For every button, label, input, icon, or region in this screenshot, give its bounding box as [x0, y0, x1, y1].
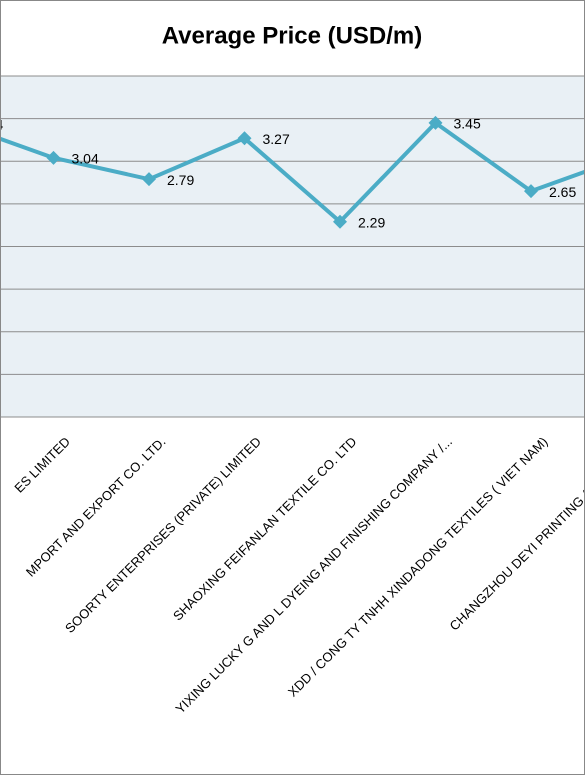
data-label: 3.44 [0, 116, 3, 132]
marker [524, 184, 538, 199]
chart-title: Average Price (USD/m) [162, 22, 423, 49]
data-label: 2.79 [167, 172, 194, 188]
data-label: 3.45 [454, 116, 481, 132]
data-label: 2.29 [358, 214, 385, 230]
marker [333, 214, 347, 229]
data-label: 3.27 [263, 131, 290, 147]
marker [237, 131, 252, 146]
line [0, 120, 585, 224]
marker [142, 172, 156, 187]
marker [46, 150, 61, 165]
data-label: 3.04 [72, 151, 99, 167]
data-label: 2.65 [549, 184, 576, 200]
marker [428, 115, 443, 130]
